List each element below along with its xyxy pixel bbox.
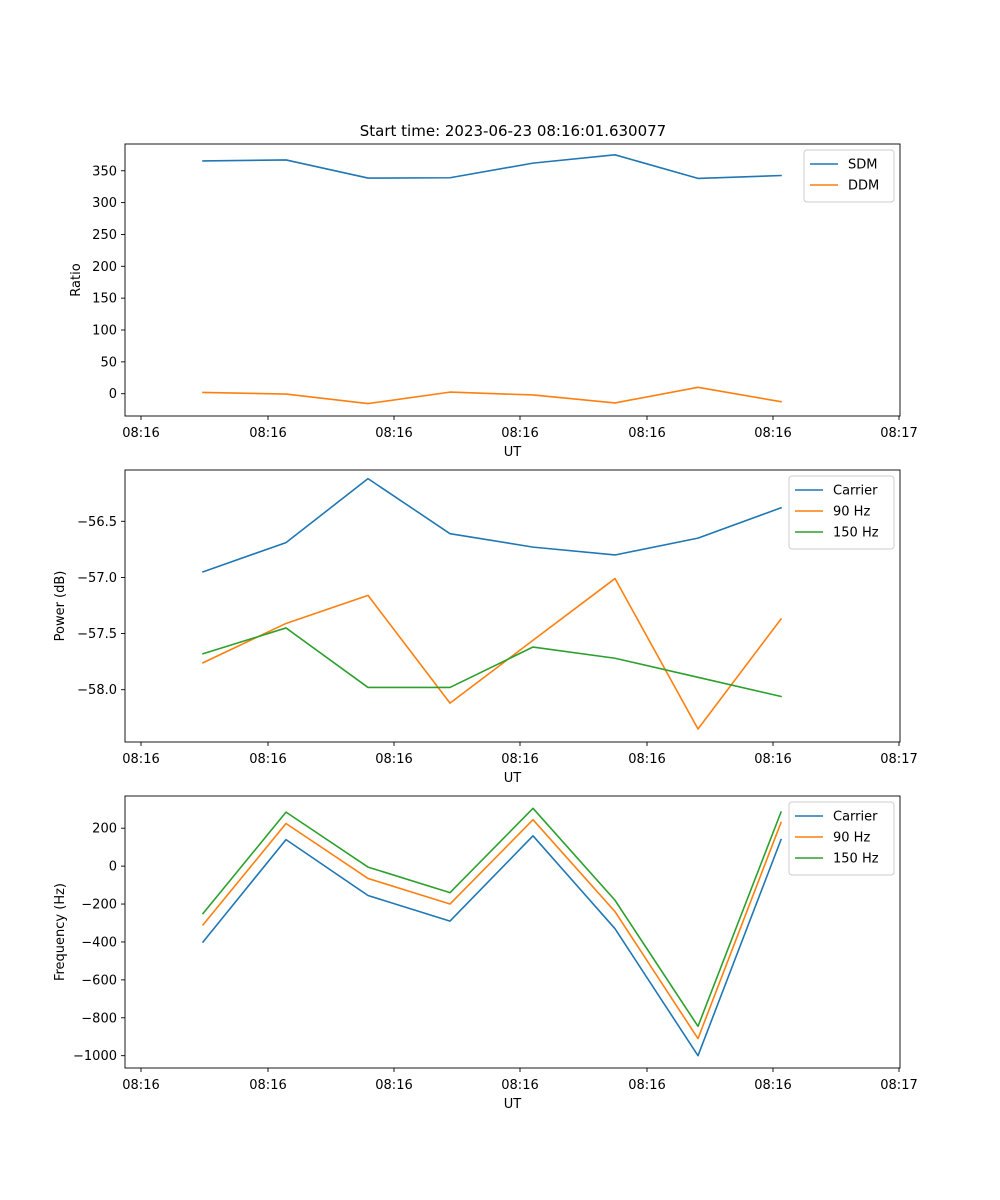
legend-box [788, 801, 895, 876]
chart-panel-3: 08:16 08:16 08:16 08:16 08:16 08:16 08:17 −1000… [53, 795, 918, 1112]
y-tick-label: −57.5 [77, 627, 117, 642]
x-tick-label: 08:16 [249, 752, 286, 767]
x-tick-label: 08:16 [375, 752, 412, 767]
plot-frame [124, 143, 901, 417]
plot-frame [124, 795, 901, 1069]
x-tick-label: 08:16 [249, 426, 286, 441]
x-tick-label: 08:16 [375, 1078, 412, 1093]
x-axis-label: UT [504, 771, 522, 786]
x-tick-label: 08:16 [122, 1078, 159, 1093]
y-tick-label: −58.0 [77, 683, 117, 698]
x-axis-label: UT [504, 1097, 522, 1112]
x-tick-label: 08:16 [122, 752, 159, 767]
legend: Carrier 90 Hz 150 Hz [788, 801, 895, 876]
series-line-ddm [202, 386, 782, 405]
y-tick-label: −800 [81, 1011, 117, 1026]
y-tick-label: −1000 [73, 1049, 117, 1064]
x-tick-label: 08:16 [249, 1078, 286, 1093]
x-tick-label: 08:17 [880, 752, 917, 767]
series-line-150-hz [201, 627, 782, 698]
series-line-sdm [202, 154, 782, 180]
chart-panel-1: 08:16 08:16 08:16 08:16 08:16 08:16 08:17 0 50 10… [69, 143, 918, 460]
legend-box [788, 475, 895, 550]
x-tick-label: 08:17 [880, 426, 917, 441]
legend: Carrier 90 Hz 150 Hz [788, 475, 895, 550]
x-axis-label: UT [504, 445, 522, 460]
y-axis-label: Frequency (Hz) [53, 883, 68, 981]
series-line-150-hz [201, 807, 783, 1028]
x-tick-label: 08:16 [501, 1078, 538, 1093]
legend-label: Carrier [833, 810, 878, 825]
legend-box [803, 149, 895, 203]
x-tick-label: 08:16 [754, 1078, 791, 1093]
y-axis-label: Power (dB) [53, 571, 68, 642]
y-tick-label: 250 [92, 228, 117, 243]
y-tick-label: −200 [81, 898, 117, 913]
x-tick-label: 08:16 [628, 1078, 665, 1093]
y-tick-label: −600 [81, 973, 117, 988]
x-tick-label: 08:16 [628, 426, 665, 441]
legend-label: DDM [848, 179, 879, 194]
y-tick-label: 200 [92, 822, 117, 837]
x-tick-label: 08:16 [501, 752, 538, 767]
y-tick-label: −56.5 [77, 515, 117, 530]
y-tick-label: 100 [92, 324, 117, 339]
legend: SDM DDM [803, 149, 895, 203]
legend-label: 150 Hz [833, 852, 879, 867]
y-tick-label: 150 [92, 292, 117, 307]
y-tick-label: 0 [109, 860, 117, 875]
y-tick-label: 200 [92, 260, 117, 275]
y-tick-label: −57.0 [77, 571, 117, 586]
y-tick-label: 0 [109, 387, 117, 402]
series-line-carrier [201, 477, 783, 573]
legend-label: SDM [848, 158, 877, 173]
y-tick-label: 300 [92, 196, 117, 211]
y-tick-label: −400 [81, 935, 117, 950]
x-tick-label: 08:16 [501, 426, 538, 441]
legend-label: 90 Hz [833, 505, 870, 520]
y-axis-label: Ratio [69, 263, 84, 296]
x-tick-label: 08:16 [628, 752, 665, 767]
legend-label: 90 Hz [833, 831, 870, 846]
x-tick-label: 08:17 [880, 1078, 917, 1093]
legend-label: 150 Hz [833, 526, 879, 541]
chart-title: Start time: 2023-06-23 08:16:01.630077 [360, 122, 666, 140]
chart-panel-2: 08:16 08:16 08:16 08:16 08:16 08:16 08:17 −58.0… [53, 469, 918, 786]
plot-frame [124, 469, 901, 743]
series-line-90-hz [201, 818, 783, 1040]
x-tick-label: 08:16 [122, 426, 159, 441]
x-tick-label: 08:16 [375, 426, 412, 441]
series-line-carrier [201, 834, 783, 1057]
y-tick-label: 350 [92, 164, 117, 179]
legend-label: Carrier [833, 484, 878, 499]
series-line-90-hz [201, 577, 783, 730]
x-tick-label: 08:16 [754, 426, 791, 441]
y-tick-label: 50 [100, 355, 117, 370]
x-tick-label: 08:16 [754, 752, 791, 767]
